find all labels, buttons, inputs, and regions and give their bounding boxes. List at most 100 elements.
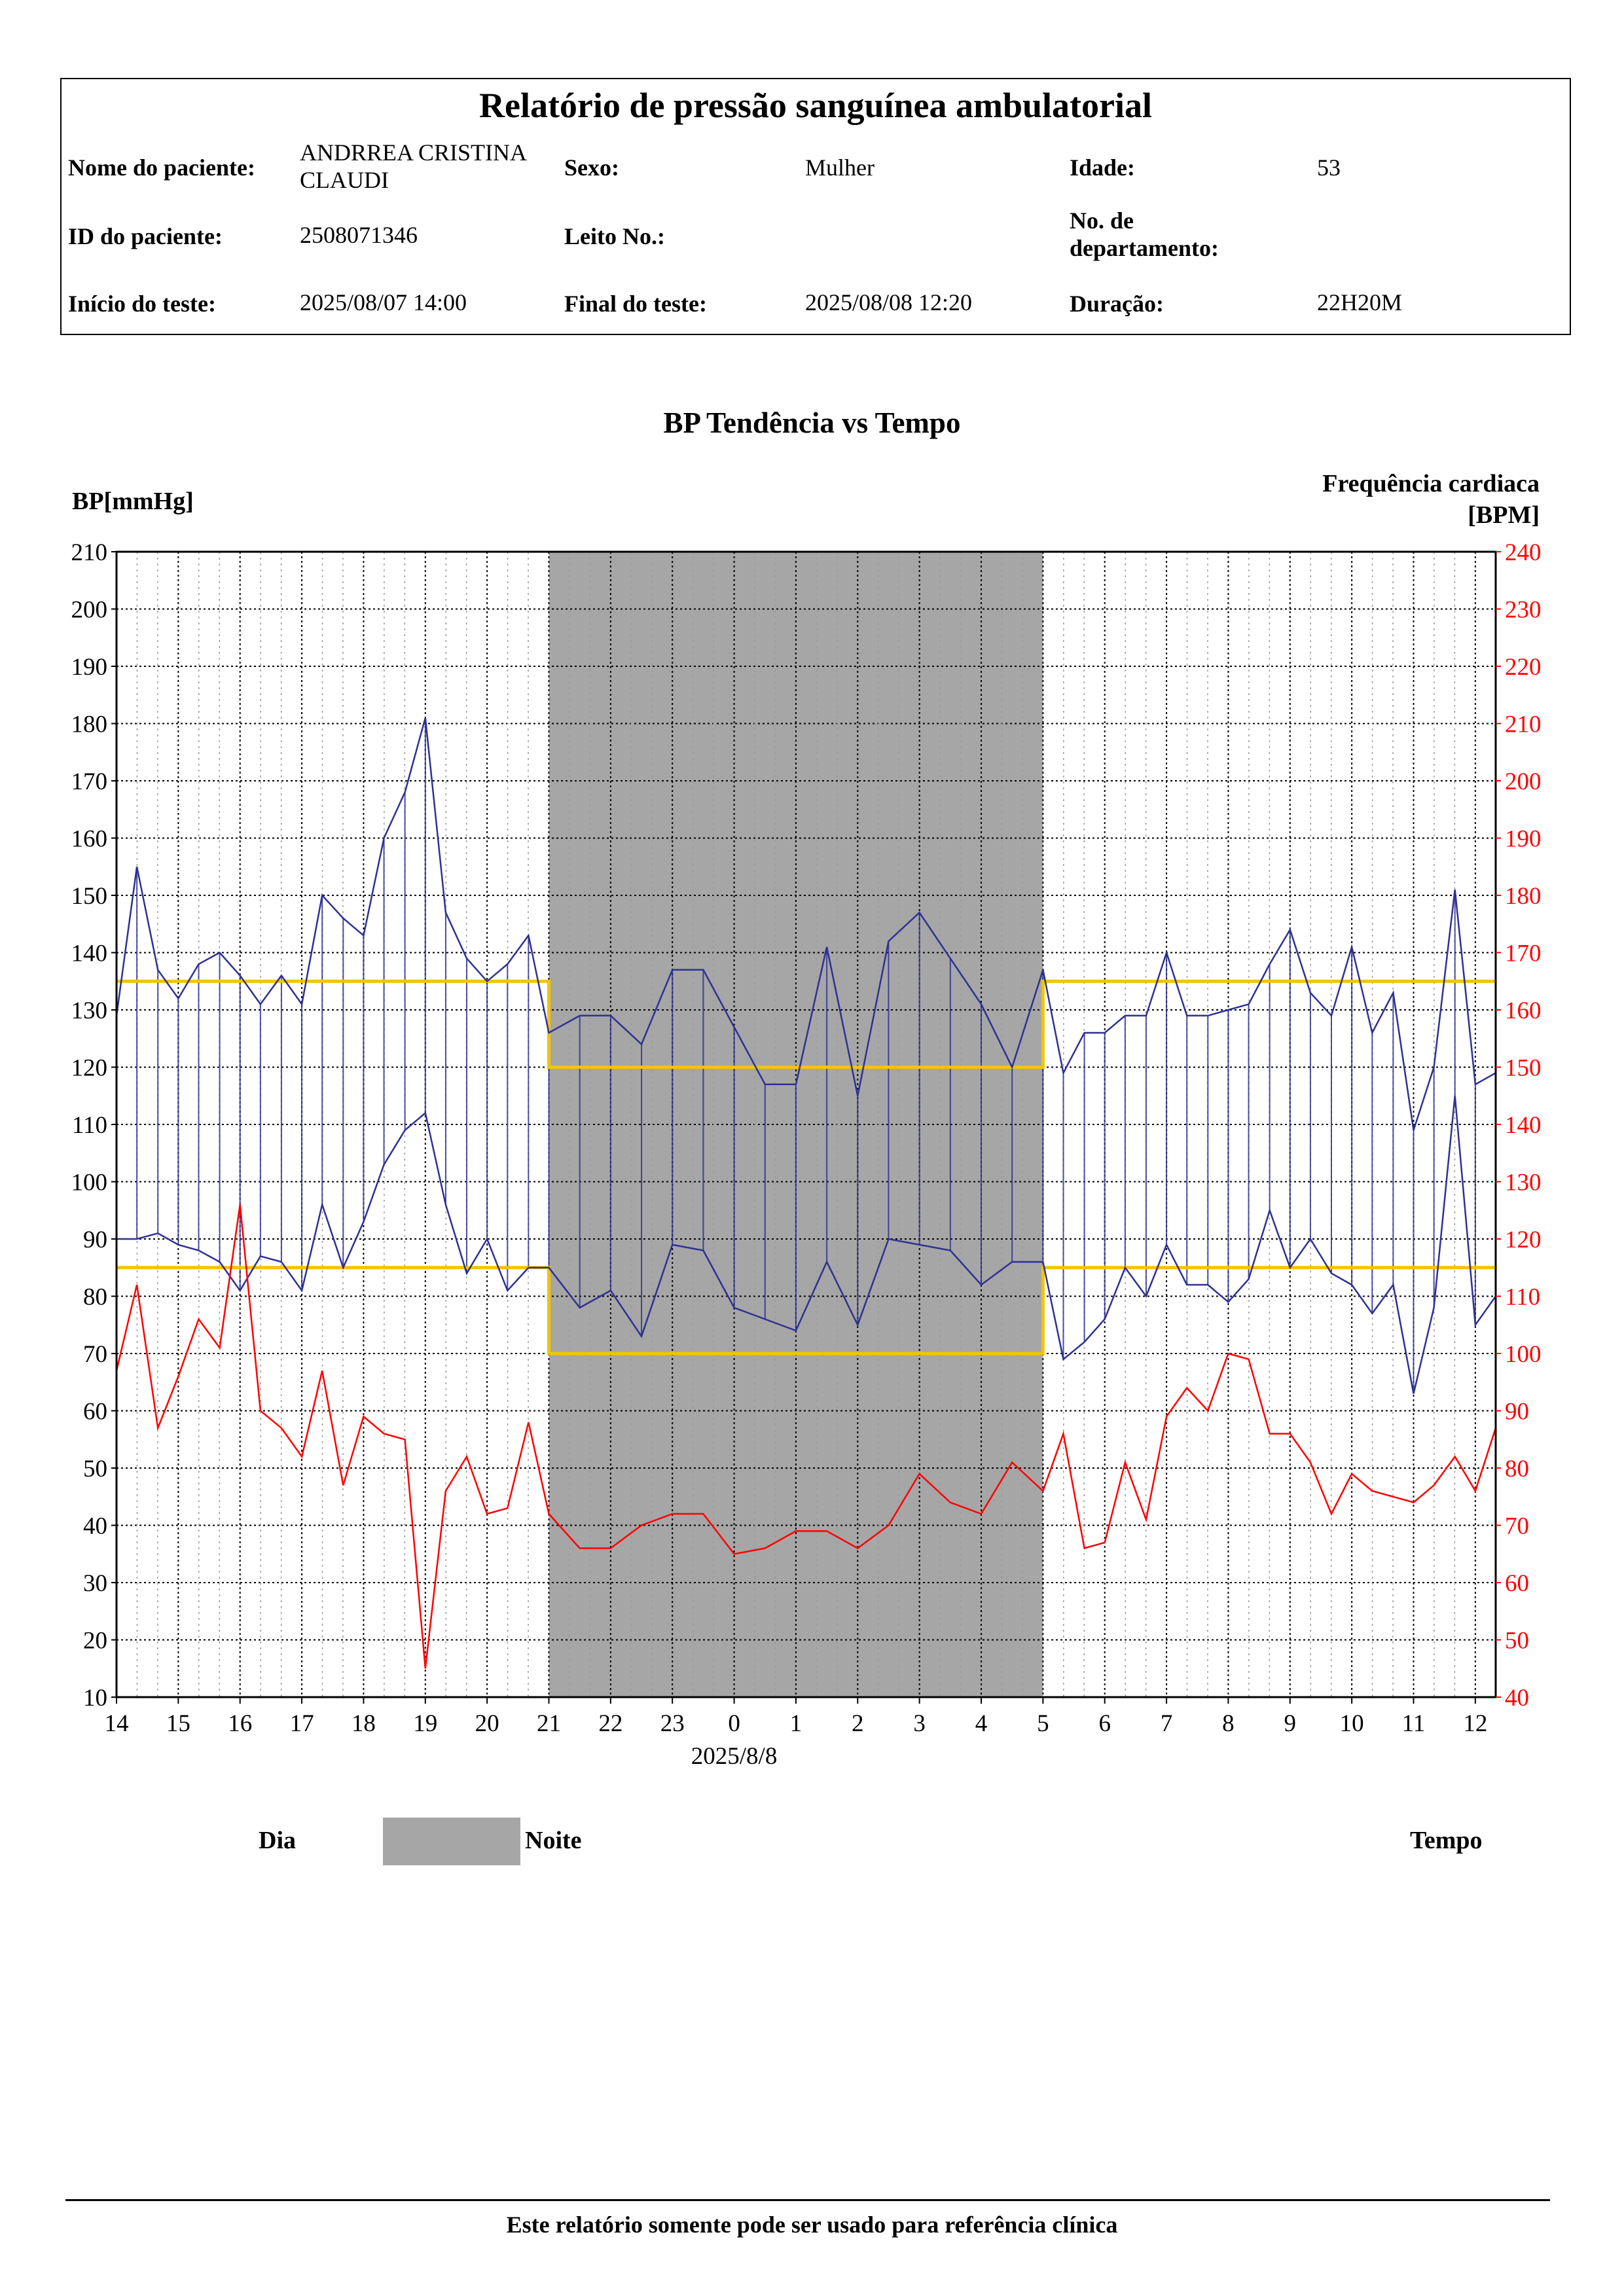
y-left-tick-label: 100 (71, 1170, 108, 1196)
y-right-tick-label: 50 (1505, 1628, 1529, 1655)
y-right-tick-label: 80 (1505, 1456, 1529, 1482)
diastolic-threshold-line (117, 1266, 1496, 1355)
x-tick-label: 14 (105, 1710, 129, 1737)
y-left-tick-label: 200 (71, 597, 108, 624)
y-left-tick-label: 20 (83, 1628, 107, 1655)
patient-id-label: ID do paciente: (68, 223, 223, 249)
tick-label-layer: 1020304050607080901001101201301401501601… (71, 539, 1542, 1770)
chart-title: BP Tendência vs Tempo (663, 406, 961, 439)
diastolic-line (117, 1096, 1497, 1394)
x-tick-label: 6 (1098, 1710, 1111, 1737)
x-tick-label: 12 (1463, 1710, 1487, 1737)
y-axis-left-title: BP[mmHg] (72, 488, 194, 515)
legend-night: Noite (525, 1827, 582, 1854)
patient-info-header: Relatório de pressão sanguínea ambulator… (60, 78, 1571, 335)
y-right-tick-label: 200 (1505, 768, 1542, 795)
x-axis-title: Tempo (1410, 1827, 1483, 1854)
y-left-tick-label: 60 (83, 1399, 107, 1426)
y-left-tick-label: 90 (83, 1227, 107, 1253)
bp-trend-chart: 1020304050607080901001101201301401501601… (71, 539, 1542, 1770)
y-left-tick-label: 130 (71, 997, 108, 1024)
y-left-tick-label: 40 (83, 1513, 107, 1540)
y-left-tick-label: 10 (83, 1685, 107, 1712)
y-right-tick-label: 100 (1505, 1341, 1542, 1368)
report-title: Relatório de pressão sanguínea ambulator… (478, 86, 1153, 125)
x-tick-label: 7 (1161, 1710, 1173, 1737)
y-right-tick-label: 40 (1505, 1685, 1529, 1712)
y-right-tick-label: 130 (1505, 1170, 1542, 1196)
y-left-tick-label: 140 (71, 941, 108, 967)
y-left-tick-label: 160 (71, 826, 108, 853)
x-tick-label: 8 (1222, 1710, 1235, 1737)
department-label: No. de departamento: (1070, 207, 1219, 261)
x-tick-label: 18 (352, 1710, 376, 1737)
y-left-tick-label: 150 (71, 883, 108, 910)
footer-divider (65, 2199, 1550, 2201)
y-left-tick-label: 170 (71, 768, 108, 795)
y-left-tick-label: 80 (83, 1284, 107, 1311)
y-left-tick-label: 190 (71, 654, 108, 681)
y-right-tick-label: 240 (1505, 539, 1542, 566)
x-tick-label: 15 (166, 1710, 190, 1737)
y-left-tick-label: 120 (71, 1055, 108, 1082)
x-tick-label: 11 (1402, 1710, 1426, 1737)
test-start-label: Início do teste: (68, 291, 216, 317)
y-right-tick-label: 140 (1505, 1112, 1542, 1139)
y-left-tick-label: 50 (83, 1456, 107, 1482)
systolic-line (115, 717, 1496, 1131)
age-label: Idade: (1070, 154, 1136, 181)
y-left-tick-label: 70 (83, 1341, 107, 1368)
y-right-tick-label: 160 (1505, 997, 1542, 1024)
y-right-tick-label: 110 (1505, 1284, 1540, 1311)
x-tick-label: 0 (728, 1710, 740, 1737)
sex-label: Sexo: (564, 154, 619, 181)
x-tick-label: 16 (228, 1710, 252, 1737)
threshold-layer (117, 979, 1496, 1355)
x-tick-label: 4 (975, 1710, 988, 1737)
test-end-value: 2025/08/08 12:20 (805, 289, 973, 315)
x-tick-label: 22 (598, 1710, 623, 1737)
y-right-tick-label: 170 (1505, 941, 1542, 967)
x-tick-label: 5 (1037, 1710, 1049, 1737)
y-left-tick-label: 30 (83, 1570, 107, 1597)
y-right-tick-label: 150 (1505, 1055, 1542, 1082)
y-right-tick-label: 90 (1505, 1399, 1529, 1426)
y-left-tick-label: 210 (71, 539, 108, 566)
patient-id-value: 2508071346 (300, 222, 418, 248)
x-tick-label: 19 (413, 1710, 437, 1737)
test-start-value: 2025/08/07 14:00 (300, 289, 467, 315)
patient-name-label: Nome do paciente: (68, 154, 255, 181)
y-right-tick-label: 210 (1505, 711, 1542, 738)
sex-value: Mulher (805, 154, 875, 181)
x-tick-label: 3 (913, 1710, 926, 1737)
x-tick-label: 2 (852, 1710, 864, 1737)
duration-value: 22H20M (1317, 289, 1403, 315)
y-left-tick-label: 110 (72, 1112, 107, 1139)
patient-name-value: ANDRREA CRISTINA CLAUDI (300, 139, 526, 193)
y-right-tick-label: 180 (1505, 883, 1542, 910)
x-tick-label: 20 (475, 1710, 499, 1737)
y-right-tick-label: 190 (1505, 826, 1542, 853)
footer-note: Este relatório somente pode ser usado pa… (506, 2212, 1118, 2238)
y-right-tick-label: 60 (1505, 1570, 1529, 1597)
x-tick-label: 9 (1284, 1710, 1297, 1737)
legend-night-swatch (383, 1818, 520, 1865)
x-date-label: 2025/8/8 (691, 1743, 778, 1770)
y-left-tick-label: 180 (71, 711, 108, 738)
test-end-label: Final do teste: (564, 291, 707, 317)
series-layer (115, 717, 1497, 1669)
x-tick-label: 17 (290, 1710, 314, 1737)
age-value: 53 (1317, 154, 1341, 181)
y-right-tick-label: 230 (1505, 597, 1542, 624)
legend-day: Dia (259, 1827, 296, 1854)
y-right-tick-label: 220 (1505, 654, 1542, 681)
x-tick-label: 10 (1340, 1710, 1364, 1737)
x-tick-label: 1 (790, 1710, 803, 1737)
systolic-threshold-line (117, 979, 1496, 1069)
y-right-tick-label: 70 (1505, 1513, 1529, 1540)
x-tick-label: 23 (660, 1710, 685, 1737)
bed-label: Leito No.: (564, 223, 665, 249)
duration-label: Duração: (1070, 291, 1164, 317)
x-tick-label: 21 (537, 1710, 561, 1737)
y-right-tick-label: 120 (1505, 1227, 1542, 1253)
